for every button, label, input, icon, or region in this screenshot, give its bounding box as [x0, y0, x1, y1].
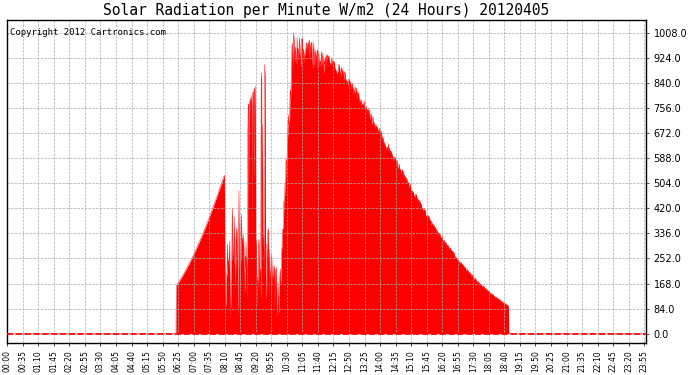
Title: Solar Radiation per Minute W/m2 (24 Hours) 20120405: Solar Radiation per Minute W/m2 (24 Hour… — [104, 3, 550, 18]
Text: Copyright 2012 Cartronics.com: Copyright 2012 Cartronics.com — [10, 28, 166, 38]
